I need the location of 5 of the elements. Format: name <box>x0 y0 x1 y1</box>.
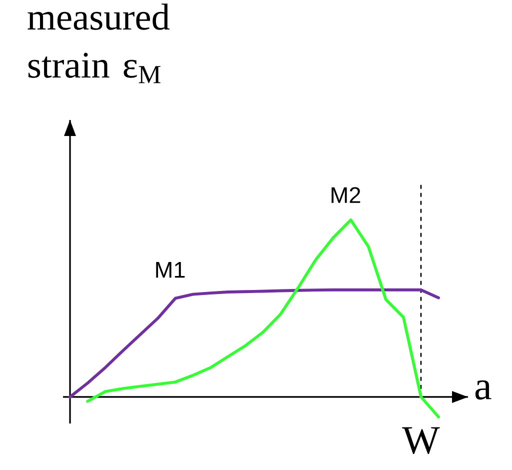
series-label: M1 <box>156 262 185 278</box>
series-label: M2 <box>332 187 360 203</box>
text: W <box>402 427 440 454</box>
x-axis-title: a <box>475 380 492 400</box>
y-axis-title: measured strain ε$_{M}$ <box>28 4 170 84</box>
